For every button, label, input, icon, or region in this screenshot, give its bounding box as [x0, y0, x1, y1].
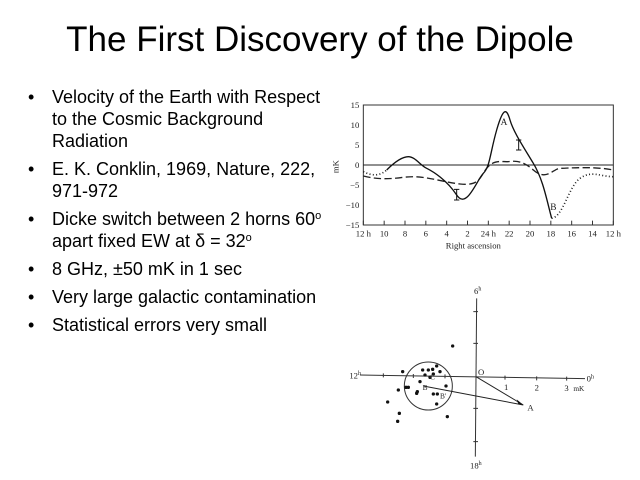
scatter-point: [435, 364, 439, 368]
scatter-point: [431, 392, 435, 396]
x-tick-label: 22: [505, 229, 514, 239]
point-label-c: C: [430, 372, 435, 381]
bullet-text: Dicke switch between 2 horns 60: [52, 209, 316, 229]
scatter-point: [396, 388, 400, 392]
scatter-point: [415, 390, 419, 394]
x-tick-label: 8: [403, 229, 407, 239]
axis-label-top: 6h: [474, 286, 481, 296]
scatter-point: [435, 392, 439, 396]
y-tick-label: 10: [351, 120, 360, 130]
peak-label-a: A: [501, 118, 508, 128]
solid-curve: [386, 111, 553, 219]
point-label-a: A: [527, 403, 534, 413]
y-tick-label: 0: [355, 160, 359, 170]
scatter-point: [444, 384, 448, 388]
scatter-point: [438, 370, 442, 374]
bullet-item: 8 GHz, ±50 mK in 1 sec: [26, 258, 326, 280]
point-label-b-prime: B': [440, 391, 447, 400]
bullet-item: Statistical errors very small: [26, 314, 326, 336]
x-unit: mK: [573, 384, 585, 393]
scatter-point: [428, 375, 432, 379]
x-tick-label: 12 h: [606, 229, 622, 239]
scatter-point: [396, 419, 400, 423]
horizontal-axis: [359, 374, 586, 380]
degree-superscript: o: [315, 210, 322, 222]
scatter-point: [426, 368, 430, 372]
x-tick-label: 10: [380, 229, 389, 239]
x-tick-1: 1: [504, 382, 508, 392]
x-tick-label: 2: [465, 229, 469, 239]
y-tick-label: −5: [350, 180, 359, 190]
x-tick-label: 6: [424, 229, 429, 239]
scatter-point: [401, 370, 405, 374]
bullet-item: Dicke switch between 2 horns 60o apart f…: [26, 208, 326, 252]
scatter-point: [451, 344, 455, 348]
x-tick-label: 24 h: [481, 229, 497, 239]
scatter-point: [435, 402, 439, 406]
x-tick-label: 12 h: [356, 229, 372, 239]
x-tick-label: 4: [445, 229, 450, 239]
dashed-curve: [363, 160, 614, 186]
x-tick-label: 16: [567, 229, 576, 239]
scatter-point: [431, 367, 435, 371]
x-tick-label: 20: [526, 229, 535, 239]
point-label-b: B: [423, 383, 428, 392]
bullet-item: Very large galactic contamination: [26, 286, 326, 308]
x-tick-label: 18: [547, 229, 556, 239]
vertical-axis: [474, 298, 478, 457]
bullet-list: Velocity of the Earth with Respect to th…: [26, 86, 326, 342]
error-circle: [403, 361, 453, 411]
y-axis-label: mK: [330, 159, 340, 173]
bullet-item: E. K. Conklin, 1969, Nature, 222, 971-97…: [26, 158, 326, 202]
y-tick-label: 5: [355, 140, 359, 150]
x-tick-2: 2: [535, 383, 539, 393]
error-bar: [454, 139, 522, 201]
x-tick-label: 14: [588, 229, 597, 239]
scatter-point: [406, 385, 410, 389]
dotted-curve: [362, 169, 614, 220]
dipole-scan-figure: 15 10 5 0 −5 −10 −15 12 h 10 8 6 4 2 24 h 22 20 18 16 14 1…: [330, 100, 622, 250]
vector-lines: [423, 376, 524, 406]
slide-title: The First Discovery of the Dipole: [66, 20, 574, 59]
degree-superscript: o: [245, 232, 252, 244]
scatter-point: [431, 372, 435, 376]
scatter-point: [418, 380, 422, 384]
axis-ticks: [382, 311, 568, 443]
scatter-point: [421, 368, 425, 372]
scatter-point: [423, 373, 427, 377]
x-axis-label: Right ascension: [446, 240, 502, 250]
y-tick-label: 15: [351, 100, 360, 110]
y-tick-label: −15: [346, 220, 360, 230]
delta-symbol: δ: [195, 231, 206, 251]
scatter-point: [445, 415, 449, 419]
origin-label: O: [478, 367, 484, 377]
scatter-point: [397, 411, 401, 415]
scatter-point: [404, 385, 408, 389]
bullet-text: apart fixed EW at: [52, 231, 196, 251]
dipole-vector-figure: 6h 12h 0h 18h 1 2 3 mK O A B B' C: [349, 286, 594, 470]
axis-label-left: 12h: [349, 370, 361, 380]
scatter-point: [386, 400, 390, 404]
y-tick-label: −10: [346, 200, 360, 210]
axis-label-right: 0h: [587, 374, 594, 384]
x-tick-3: 3: [564, 383, 568, 393]
bullet-item: Velocity of the Earth with Respect to th…: [26, 86, 326, 152]
bullet-text: = 32: [205, 231, 246, 251]
axis-label-bottom: 18h: [470, 460, 482, 470]
trough-label-b: B: [550, 203, 556, 213]
